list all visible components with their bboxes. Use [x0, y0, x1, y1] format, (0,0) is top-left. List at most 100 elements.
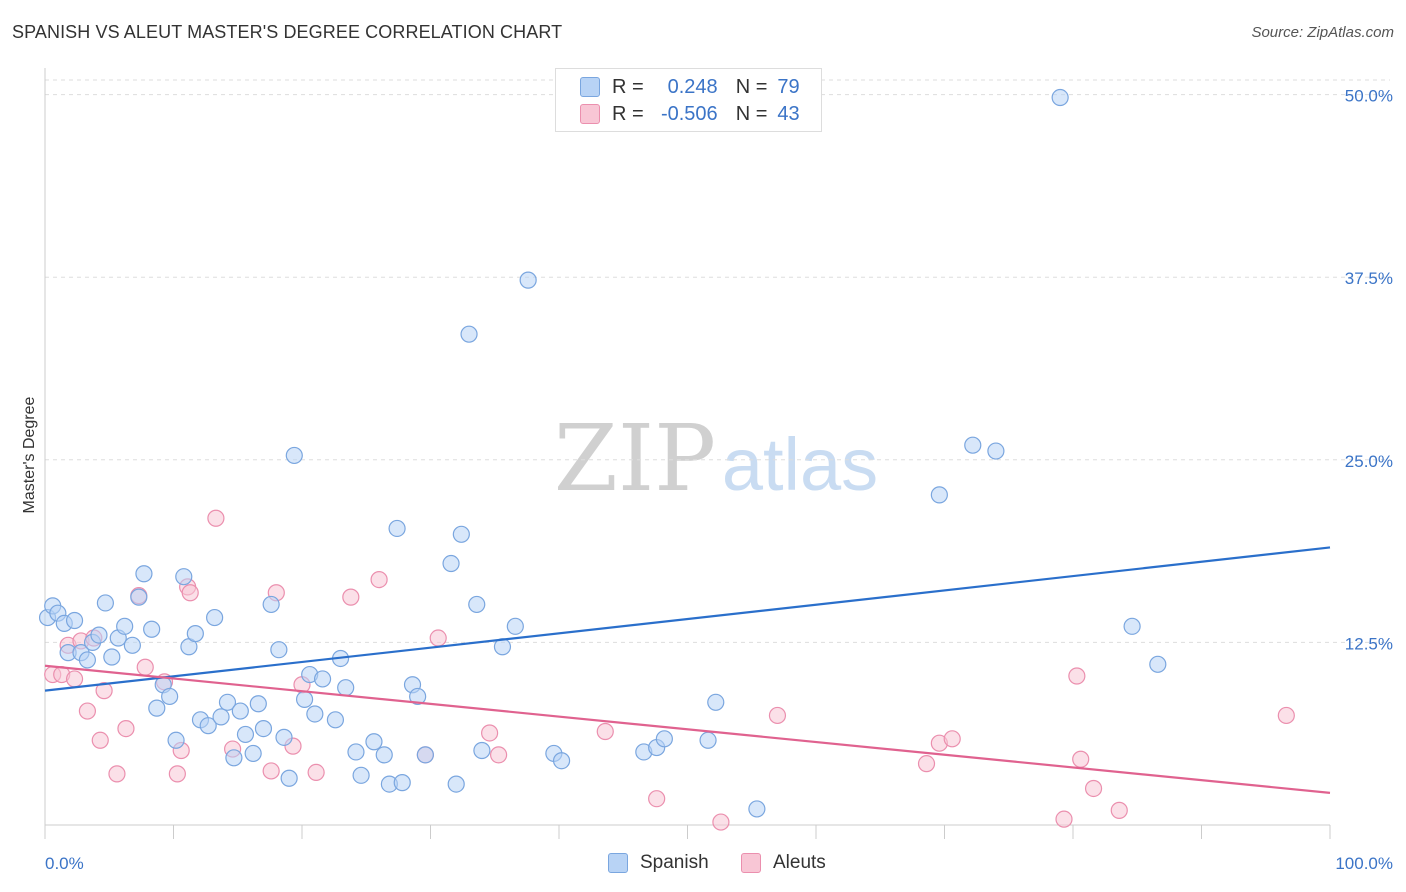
spanish-point [78, 651, 97, 669]
aleut-point [117, 719, 135, 738]
aleut-swatch [741, 853, 761, 873]
x-tick-label: 0.0% [45, 854, 84, 873]
aleut-point [370, 570, 388, 589]
spanish-point [167, 731, 185, 749]
aleut-point [943, 730, 961, 748]
spanish-point [143, 620, 161, 638]
legend-row-spanish: R = 0.248 N = 79 [580, 74, 800, 100]
y-tick-label: 12.5% [1345, 634, 1393, 653]
grid-lines [45, 79, 1390, 643]
aleut-point [768, 706, 787, 725]
legend-n-value: 43 [777, 102, 800, 125]
spanish-point [65, 611, 84, 630]
spanish-point [468, 595, 486, 614]
spanish-point [249, 695, 267, 713]
spanish-point [987, 442, 1005, 460]
legend-label-spanish: Spanish [640, 852, 709, 873]
spanish-point [96, 594, 114, 612]
spanish-point [930, 486, 948, 504]
aleut-point [65, 670, 84, 688]
legend-item-aleuts[interactable]: Aleuts [741, 852, 826, 874]
y-tick-label: 25.0% [1345, 452, 1393, 471]
aleut-point [917, 755, 936, 773]
watermark-atlas: atlas [722, 423, 878, 506]
aleut-point [78, 702, 97, 720]
spanish-point [103, 648, 121, 666]
spanish-point [375, 746, 393, 764]
spanish-point [231, 702, 249, 720]
legend-r-value: -0.506 [660, 102, 718, 125]
spanish-point [447, 775, 465, 793]
aleut-point [490, 746, 508, 764]
aleut-point [207, 509, 225, 527]
chart-source: Source: ZipAtlas.com [1251, 24, 1394, 41]
spanish-point [365, 733, 383, 751]
spanish-trend-line [44, 546, 1331, 692]
legend-label-aleuts: Aleuts [773, 852, 826, 873]
spanish-swatch [580, 77, 600, 97]
spanish-point [218, 693, 237, 711]
spanish-point [347, 743, 365, 761]
spanish-point [1149, 655, 1167, 673]
series-legend: Spanish Aleuts [0, 852, 1406, 878]
spanish-point [280, 769, 298, 787]
legend-row-aleuts: R = -0.506 N = 43 [580, 101, 800, 127]
legend-r-label: R = [612, 75, 644, 98]
legend-item-spanish[interactable]: Spanish [608, 852, 709, 874]
spanish-point [748, 800, 766, 818]
spanish-point [699, 731, 717, 749]
aleut-point [136, 658, 154, 676]
x-tick-label: 100.0% [1335, 854, 1393, 873]
axes: 12.5% 25.0% 37.5% 50.0% 0.0% 100.0% [44, 68, 1393, 873]
spanish-point [130, 588, 148, 606]
aleut-point [1110, 801, 1128, 819]
spanish-point [186, 625, 204, 643]
spanish-point [964, 436, 982, 454]
spanish-point [452, 525, 470, 543]
aleut-point [342, 588, 360, 606]
legend-r-label: R = [612, 102, 644, 125]
spanish-point [285, 446, 303, 465]
aleut-point [181, 584, 199, 602]
spanish-point [161, 687, 179, 706]
spanish-swatch [608, 853, 628, 873]
spanish-point [352, 766, 370, 784]
aleut-swatch [580, 104, 600, 124]
spanish-point [135, 565, 153, 583]
legend-n-label: N = [735, 75, 768, 98]
legend-n-value: 79 [777, 75, 800, 98]
spanish-point [388, 519, 406, 538]
aleut-point [95, 682, 113, 700]
spanish-point [254, 719, 273, 738]
spanish-point [1051, 88, 1069, 107]
spanish-point [306, 705, 324, 723]
aleut-point [1084, 779, 1103, 798]
spanish-point [199, 717, 217, 735]
spanish-point [337, 679, 355, 697]
spanish-point [552, 752, 571, 770]
spanish-point [244, 744, 262, 763]
aleut-point [1277, 706, 1295, 725]
spanish-point [1123, 617, 1141, 635]
aleut-point [168, 765, 186, 783]
aleut-point [262, 762, 280, 780]
spanish-point [212, 708, 230, 726]
spanish-point [206, 608, 224, 627]
spanish-point [326, 711, 345, 729]
spanish-point [416, 746, 434, 764]
trend-lines [44, 546, 1331, 794]
spanish-point [148, 699, 166, 717]
spanish-point [123, 636, 141, 654]
aleut-point [429, 629, 447, 647]
spanish-point [236, 725, 255, 744]
spanish-point [116, 617, 134, 635]
spanish-point [262, 595, 280, 614]
spanish-point [225, 749, 243, 767]
aleut-trend-line [44, 664, 1331, 794]
aleut-point [596, 722, 614, 741]
y-tick-label: 50.0% [1345, 87, 1393, 106]
spanish-point [313, 670, 332, 688]
spanish-points [38, 88, 1167, 818]
aleut-point [91, 731, 109, 749]
